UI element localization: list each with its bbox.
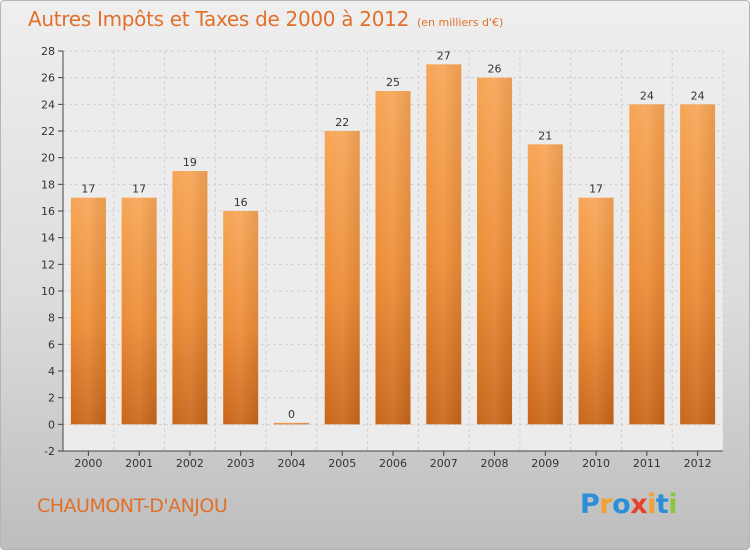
bar-value-label: 26 [488, 63, 502, 76]
logo-letter: i [668, 489, 678, 520]
y-tick-label: 26 [41, 72, 55, 85]
bar-value-label: 17 [589, 183, 603, 196]
x-tick-label: 2009 [531, 457, 559, 470]
y-tick-label: 24 [41, 98, 55, 111]
bar-shade [527, 144, 563, 425]
bar-shade [70, 197, 106, 425]
location-name: CHAUMONT-D'ANJOU [37, 495, 228, 517]
logo-letter: o [612, 489, 631, 520]
x-tick-label: 2002 [176, 457, 204, 470]
x-tick-label: 2001 [125, 457, 153, 470]
x-tick-label: 2010 [582, 457, 610, 470]
bar-shade [629, 104, 665, 425]
y-tick-label: 28 [41, 45, 55, 58]
logo-letter: x [630, 489, 648, 520]
bar-value-label: 24 [640, 89, 654, 102]
chart-subtitle: (en milliers d'€) [417, 16, 504, 29]
y-tick-label: 20 [41, 152, 55, 165]
bar-value-label: 21 [538, 129, 552, 142]
chart-title: Autres Impôts et Taxes de 2000 à 2012 (en… [28, 7, 503, 31]
bar-value-label: 19 [183, 156, 197, 169]
y-tick-label: 16 [41, 205, 55, 218]
x-tick-label: 2007 [430, 457, 458, 470]
logo-letter: i [647, 489, 656, 520]
bar-shade [273, 422, 309, 425]
proxiti-logo: Proxiti [580, 489, 678, 520]
bar-value-label: 24 [691, 89, 705, 102]
logo-letter: r [599, 489, 613, 520]
bar-shade [121, 197, 157, 425]
x-tick-label: 2011 [633, 457, 661, 470]
x-tick-label: 2004 [277, 457, 305, 470]
x-tick-label: 2012 [684, 457, 712, 470]
bar-shade [172, 171, 208, 425]
bar-value-label: 0 [288, 408, 295, 421]
bar-value-label: 17 [132, 183, 146, 196]
x-tick-label: 2003 [227, 457, 255, 470]
chart-title-text: Autres Impôts et Taxes de 2000 à 2012 [28, 7, 409, 31]
x-tick-label: 2008 [481, 457, 509, 470]
y-tick-label: 0 [48, 418, 55, 431]
bar-shade [223, 211, 259, 425]
y-tick-label: 18 [41, 178, 55, 191]
bar-value-label: 25 [386, 76, 400, 89]
logo-letter: P [580, 489, 600, 520]
y-tick-label: 10 [41, 285, 55, 298]
y-tick-label: 2 [48, 392, 55, 405]
logo-letter: t [655, 489, 669, 520]
y-tick-label: 12 [41, 258, 55, 271]
bar-value-label: 17 [81, 183, 95, 196]
x-tick-label: 2006 [379, 457, 407, 470]
y-tick-label: 4 [48, 365, 55, 378]
y-tick-label: 6 [48, 338, 55, 351]
bar-shade [477, 77, 513, 425]
bar-shade [680, 104, 716, 425]
y-tick-label: 8 [48, 312, 55, 325]
bar-value-label: 22 [335, 116, 349, 129]
y-tick-label: -2 [44, 445, 55, 458]
y-tick-label: 22 [41, 125, 55, 138]
x-tick-label: 2000 [74, 457, 102, 470]
y-tick-label: 14 [41, 232, 55, 245]
bar-shade [324, 131, 360, 425]
x-tick-label: 2005 [328, 457, 356, 470]
bar-value-label: 16 [234, 196, 248, 209]
bar-shade [578, 197, 614, 425]
bar-shade [426, 64, 462, 425]
bar-shade [375, 91, 411, 425]
bar-value-label: 27 [437, 49, 451, 62]
